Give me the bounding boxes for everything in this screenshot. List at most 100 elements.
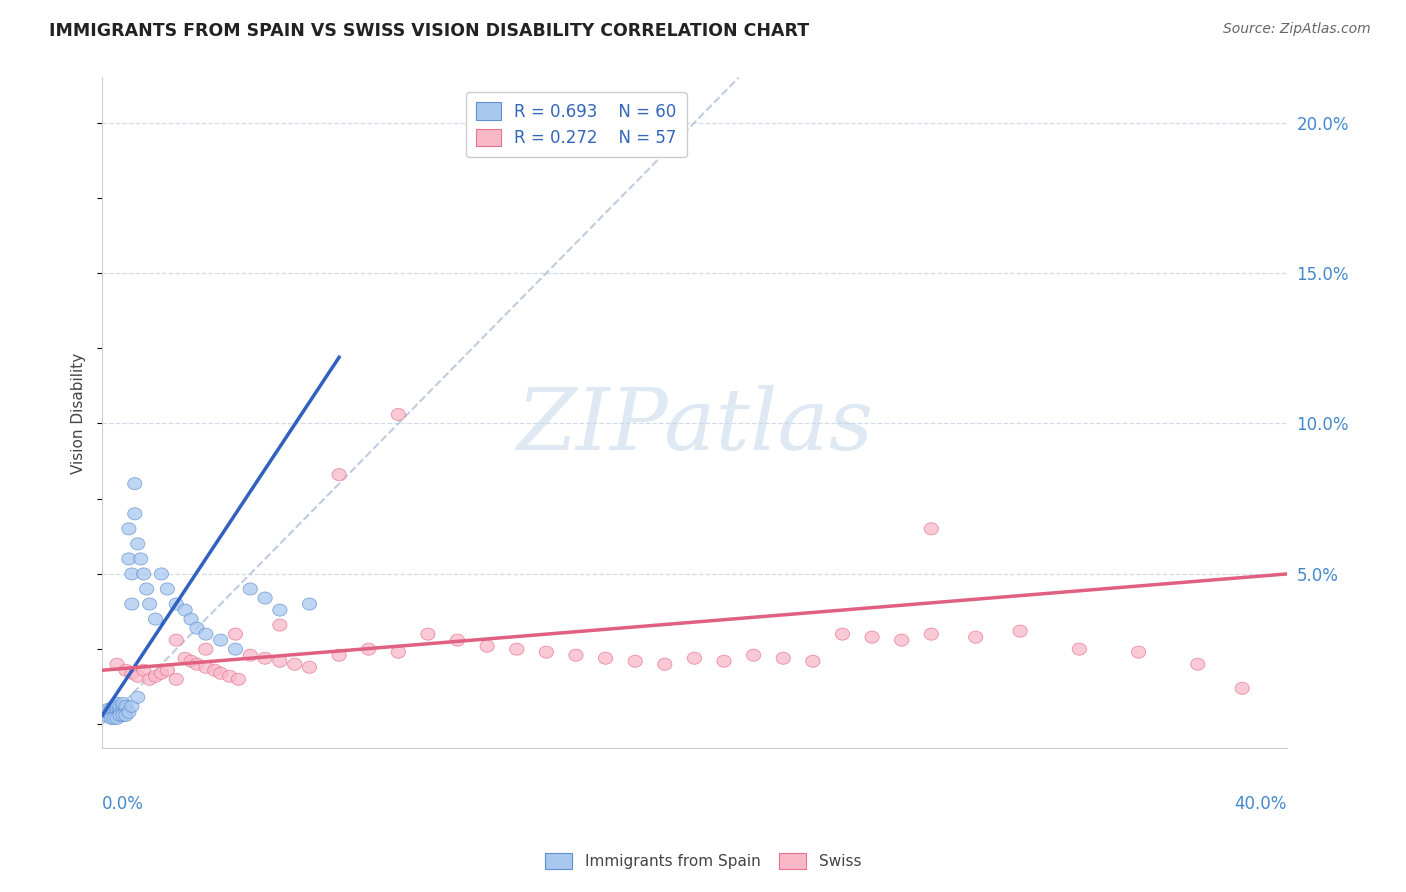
Ellipse shape	[104, 703, 118, 715]
Ellipse shape	[110, 698, 124, 709]
Ellipse shape	[155, 667, 169, 680]
Ellipse shape	[179, 604, 193, 616]
Ellipse shape	[302, 661, 316, 673]
Ellipse shape	[131, 538, 145, 549]
Ellipse shape	[139, 583, 153, 595]
Ellipse shape	[125, 598, 139, 610]
Ellipse shape	[128, 477, 142, 490]
Ellipse shape	[107, 713, 121, 724]
Ellipse shape	[110, 703, 124, 715]
Ellipse shape	[118, 665, 134, 676]
Ellipse shape	[131, 670, 145, 682]
Ellipse shape	[257, 592, 273, 604]
Ellipse shape	[160, 665, 174, 676]
Ellipse shape	[169, 634, 183, 646]
Ellipse shape	[110, 709, 124, 722]
Ellipse shape	[222, 670, 236, 682]
Ellipse shape	[107, 709, 121, 722]
Ellipse shape	[190, 622, 204, 634]
Ellipse shape	[104, 713, 118, 724]
Ellipse shape	[865, 632, 879, 643]
Ellipse shape	[122, 706, 136, 718]
Ellipse shape	[198, 628, 212, 640]
Ellipse shape	[118, 706, 134, 718]
Ellipse shape	[101, 703, 115, 715]
Ellipse shape	[190, 658, 204, 670]
Ellipse shape	[107, 703, 121, 715]
Ellipse shape	[115, 703, 129, 715]
Ellipse shape	[198, 661, 212, 673]
Ellipse shape	[391, 646, 405, 658]
Ellipse shape	[214, 634, 228, 646]
Ellipse shape	[540, 646, 554, 658]
Ellipse shape	[112, 709, 127, 722]
Ellipse shape	[717, 656, 731, 667]
Ellipse shape	[924, 523, 938, 535]
Ellipse shape	[104, 709, 118, 722]
Ellipse shape	[208, 665, 222, 676]
Ellipse shape	[98, 709, 112, 722]
Y-axis label: Vision Disability: Vision Disability	[72, 352, 86, 474]
Ellipse shape	[115, 698, 129, 709]
Ellipse shape	[257, 652, 273, 665]
Ellipse shape	[214, 667, 228, 680]
Ellipse shape	[112, 700, 127, 713]
Ellipse shape	[1012, 625, 1028, 637]
Ellipse shape	[1191, 658, 1205, 670]
Ellipse shape	[776, 652, 790, 665]
Ellipse shape	[332, 649, 346, 661]
Ellipse shape	[125, 700, 139, 713]
Ellipse shape	[101, 706, 115, 718]
Ellipse shape	[835, 628, 849, 640]
Ellipse shape	[112, 706, 127, 718]
Ellipse shape	[924, 628, 938, 640]
Ellipse shape	[1073, 643, 1087, 656]
Ellipse shape	[894, 634, 908, 646]
Ellipse shape	[136, 665, 150, 676]
Ellipse shape	[142, 598, 156, 610]
Ellipse shape	[110, 658, 124, 670]
Ellipse shape	[125, 667, 139, 680]
Ellipse shape	[273, 604, 287, 616]
Ellipse shape	[688, 652, 702, 665]
Ellipse shape	[509, 643, 524, 656]
Ellipse shape	[107, 700, 121, 713]
Ellipse shape	[160, 583, 174, 595]
Ellipse shape	[134, 553, 148, 565]
Ellipse shape	[1132, 646, 1146, 658]
Ellipse shape	[228, 643, 243, 656]
Ellipse shape	[128, 508, 142, 520]
Ellipse shape	[169, 598, 183, 610]
Ellipse shape	[107, 706, 121, 718]
Ellipse shape	[125, 568, 139, 580]
Ellipse shape	[149, 670, 163, 682]
Ellipse shape	[391, 409, 405, 420]
Text: ZIPatlas: ZIPatlas	[516, 385, 873, 467]
Text: 0.0%: 0.0%	[103, 796, 143, 814]
Ellipse shape	[155, 568, 169, 580]
Ellipse shape	[198, 643, 212, 656]
Ellipse shape	[228, 628, 243, 640]
Ellipse shape	[110, 700, 124, 713]
Ellipse shape	[112, 703, 127, 715]
Ellipse shape	[118, 700, 134, 713]
Ellipse shape	[184, 613, 198, 625]
Ellipse shape	[131, 691, 145, 704]
Ellipse shape	[104, 706, 118, 718]
Ellipse shape	[479, 640, 495, 652]
Ellipse shape	[806, 656, 820, 667]
Ellipse shape	[115, 709, 129, 722]
Ellipse shape	[122, 523, 136, 535]
Ellipse shape	[112, 709, 127, 722]
Ellipse shape	[332, 468, 346, 481]
Ellipse shape	[273, 656, 287, 667]
Ellipse shape	[169, 673, 183, 685]
Ellipse shape	[747, 649, 761, 661]
Ellipse shape	[361, 643, 375, 656]
Text: 40.0%: 40.0%	[1234, 796, 1286, 814]
Ellipse shape	[115, 700, 129, 713]
Ellipse shape	[118, 703, 134, 715]
Ellipse shape	[969, 632, 983, 643]
Legend: R = 0.693    N = 60, R = 0.272    N = 57: R = 0.693 N = 60, R = 0.272 N = 57	[465, 93, 686, 157]
Text: IMMIGRANTS FROM SPAIN VS SWISS VISION DISABILITY CORRELATION CHART: IMMIGRANTS FROM SPAIN VS SWISS VISION DI…	[49, 22, 810, 40]
